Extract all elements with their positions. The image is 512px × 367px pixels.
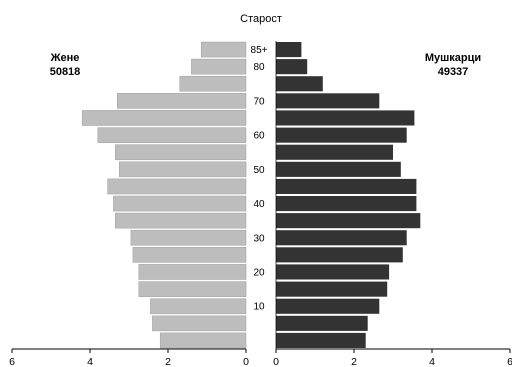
bar-men-80-84	[276, 59, 308, 75]
legend-men-total: 49337	[438, 66, 469, 78]
bar-men-65-69	[276, 110, 415, 126]
tick-label-left-2: 2	[165, 356, 171, 367]
legend-women-label: Жене	[50, 52, 80, 64]
bar-men-55-59	[276, 144, 393, 160]
bar-men-45-49	[276, 178, 417, 194]
bar-men-40-44	[276, 196, 417, 212]
bar-women-65-69	[81, 110, 247, 126]
age-label-70: 70	[253, 96, 265, 107]
tick-label-left-4: 4	[87, 356, 93, 367]
age-label-30: 30	[253, 233, 265, 244]
age-label-60: 60	[253, 131, 265, 142]
tick-label-right-2: 2	[351, 356, 357, 367]
tick-label-right-6: 6	[507, 356, 512, 367]
bar-women-45-49	[107, 178, 247, 195]
bar-women-50-54	[119, 161, 247, 178]
bar-men-30-34	[276, 230, 407, 246]
bar-men-10-14	[276, 298, 380, 314]
age-label-85+: 85+	[251, 45, 268, 56]
bar-men-35-39	[276, 213, 421, 229]
bar-men-20-24	[276, 264, 390, 280]
bar-women-5-9	[152, 315, 247, 332]
bar-women-80-84	[191, 58, 247, 75]
bar-men-25-29	[276, 247, 403, 263]
legend-men: Мушкарци 49337	[425, 52, 481, 78]
bar-men-15-19	[276, 281, 388, 297]
bar-men-75-79	[276, 76, 323, 92]
age-label-20: 20	[253, 268, 265, 279]
bar-women-75-79	[179, 75, 247, 92]
tick-label-right-4: 4	[429, 356, 435, 367]
bar-women-0-4	[159, 332, 247, 349]
bar-women-70-74	[117, 93, 247, 109]
bar-women-60-64	[97, 127, 247, 143]
age-label-10: 10	[253, 302, 265, 313]
age-label-50: 50	[253, 165, 265, 176]
legend-women-total: 50818	[50, 66, 81, 78]
age-label-40: 40	[253, 199, 265, 210]
bar-women-25-29	[132, 247, 247, 263]
bar-women-10-14	[150, 298, 247, 315]
tick-label-left-6: 6	[9, 356, 15, 367]
bar-women-15-19	[138, 281, 247, 297]
bar-women-85+	[200, 41, 247, 58]
bar-women-55-59	[115, 144, 247, 161]
legend-women: Жене 50818	[50, 52, 81, 78]
bar-men-70-74	[276, 93, 380, 109]
bar-women-40-44	[113, 195, 247, 212]
legend-men-label: Мушкарци	[425, 52, 481, 64]
bar-men-0-4	[276, 332, 366, 348]
bar-women-35-39	[115, 212, 247, 229]
bars-group	[81, 41, 421, 349]
bar-women-30-34	[130, 229, 247, 246]
tick-label-left-0: 0	[243, 356, 249, 367]
tick-label-right-0: 0	[273, 356, 279, 367]
bar-men-50-54	[276, 161, 401, 177]
bar-men-60-64	[276, 127, 407, 143]
bar-men-5-9	[276, 315, 368, 331]
age-label-80: 80	[253, 62, 265, 73]
bar-women-20-24	[138, 264, 247, 280]
chart-title: Старост	[240, 13, 282, 25]
bar-men-85+	[276, 42, 302, 58]
